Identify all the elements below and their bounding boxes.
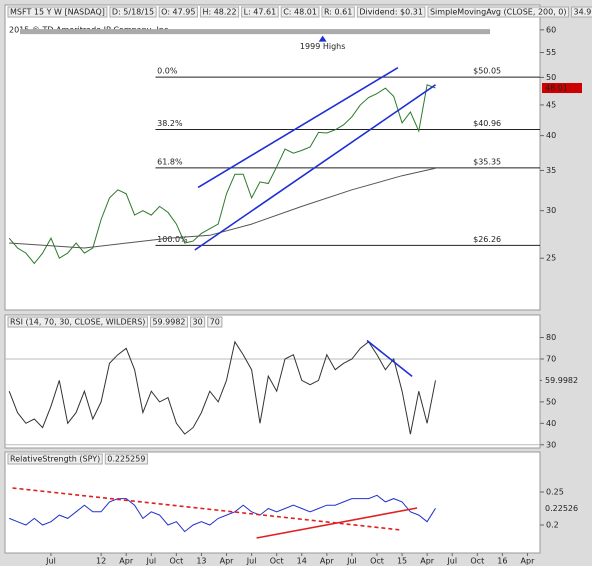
header-box <box>571 6 592 18</box>
y-tick-label: 0.25 <box>546 488 564 497</box>
header-item: R: 0.61 <box>324 8 352 17</box>
x-tick-label: Oct <box>270 557 284 566</box>
header-item: L: 47.61 <box>244 8 277 17</box>
y-tick-label: 40 <box>546 131 556 140</box>
trendline <box>197 67 399 189</box>
x-tick-label: 13 <box>196 557 206 566</box>
fib-price: $40.96 <box>473 119 501 128</box>
x-tick-label: Apr <box>220 557 235 566</box>
x-tick-label: Jul <box>45 557 56 566</box>
series-line <box>8 340 436 435</box>
header-box <box>280 6 320 18</box>
highs-arrow <box>318 35 327 42</box>
y-tick-label: 55 <box>546 48 556 57</box>
header-box <box>158 6 198 18</box>
last-label: 0.22526 <box>545 504 578 513</box>
header-item: RSI (14, 70, 30, CLOSE, WILDERS) <box>10 318 145 327</box>
y-tick-label: 40 <box>546 419 556 428</box>
x-tick-label: Apr <box>119 557 134 566</box>
x-tick-label: 14 <box>297 557 307 566</box>
fib-price: $35.35 <box>473 157 501 166</box>
header-box <box>7 6 108 18</box>
x-tick-label: Oct <box>470 557 484 566</box>
x-tick-label: Jul <box>246 557 257 566</box>
header-item: MSFT 15 Y W [NASDAQ] <box>10 8 105 17</box>
x-tick-label: Oct <box>169 557 183 566</box>
last-label: 48.01 <box>545 84 568 93</box>
x-tick-label: Apr <box>521 557 536 566</box>
last-label: 59.9982 <box>545 376 578 385</box>
header-box <box>321 6 355 18</box>
x-tick-label: 16 <box>497 557 507 566</box>
series-line <box>9 167 436 249</box>
header-box <box>199 6 240 18</box>
last-box <box>542 503 582 514</box>
header-box <box>241 6 279 18</box>
panel <box>4 4 541 311</box>
header-box <box>427 6 570 18</box>
x-tick-label: 15 <box>397 557 407 566</box>
header-item: H: 48.22 <box>202 8 236 17</box>
y-tick-label: 50 <box>546 73 556 82</box>
fib-price: $26.26 <box>473 235 501 244</box>
fib-pct: 61.8% <box>157 157 183 166</box>
panel <box>4 314 541 449</box>
x-tick-label: Apr <box>320 557 335 566</box>
header-item: D: 5/18/15 <box>112 8 154 17</box>
annotation: 1999 Highs <box>300 42 345 51</box>
x-tick-label: Jul <box>346 557 357 566</box>
header-item: Dividend: $0.31 <box>359 8 423 17</box>
header-item: SimpleMovingAvg (CLOSE, 200, 0) <box>430 8 567 17</box>
fib-pct: 38.2% <box>157 119 183 128</box>
header-box <box>7 316 148 328</box>
y-tick-label: 35 <box>546 166 556 175</box>
header-box <box>149 316 189 328</box>
panel <box>4 451 541 554</box>
header-box <box>109 6 157 18</box>
x-tick-label: Oct <box>370 557 384 566</box>
header-box <box>104 453 148 465</box>
y-tick-label: 70 <box>546 354 556 363</box>
header-item: O: 47.95 <box>161 8 195 17</box>
x-tick-label: Jul <box>446 557 457 566</box>
x-tick-label: 12 <box>96 557 106 566</box>
header-box <box>190 316 206 328</box>
x-tick-label: Jul <box>145 557 156 566</box>
y-tick-label: 45 <box>546 100 556 109</box>
trendline <box>256 507 418 539</box>
header-item: C: 48.01 <box>283 8 317 17</box>
y-tick-label: 50 <box>546 397 556 406</box>
header-item: 59.9982 <box>152 318 185 327</box>
y-tick-label: 25 <box>546 254 556 263</box>
y-tick-label: 30 <box>546 206 556 215</box>
header-item: RelativeStrength (SPY) <box>10 455 100 464</box>
fib-pct: 0.0% <box>157 67 178 76</box>
x-tick-label: Apr <box>420 557 435 566</box>
header-item: 0.225259 <box>107 455 145 464</box>
header-item: 34.91 <box>574 8 592 17</box>
header-box <box>207 316 223 328</box>
trendline <box>366 339 413 378</box>
y-tick-label: 80 <box>546 333 556 342</box>
last-box <box>542 375 582 386</box>
header-item: 30 <box>193 318 203 327</box>
header-item: 70 <box>210 318 220 327</box>
series-line <box>9 494 436 533</box>
y-tick-label: 60 <box>546 25 556 34</box>
trendline <box>194 84 436 251</box>
last-box <box>542 83 582 94</box>
header-box <box>356 6 426 18</box>
y-tick-label: 30 <box>546 440 556 449</box>
fib-pct: 100.0% <box>157 235 188 244</box>
y-tick-label: 0.2 <box>546 521 559 530</box>
fib-price: $50.05 <box>473 67 501 76</box>
header-box <box>7 453 103 465</box>
